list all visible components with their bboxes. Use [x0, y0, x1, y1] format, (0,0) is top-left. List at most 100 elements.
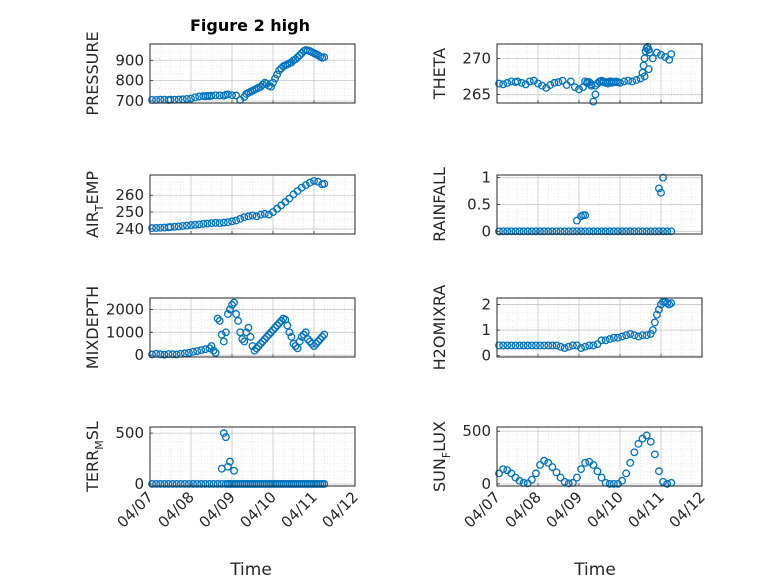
- data-point: [507, 469, 516, 478]
- data-point: [246, 332, 255, 341]
- y-tick-label: 1: [481, 321, 491, 339]
- y-label-subscript: T: [93, 204, 106, 212]
- y-tick-label: 0: [481, 222, 491, 240]
- data-point: [228, 300, 236, 309]
- data-point: [589, 97, 598, 106]
- y-label-rest: EMP: [83, 171, 102, 205]
- data-point: [240, 213, 249, 222]
- y-tick-label: 0: [481, 475, 491, 493]
- data-point: [260, 335, 269, 344]
- data-point: [597, 473, 606, 482]
- data-point: [256, 82, 265, 91]
- data-point: [264, 330, 273, 339]
- data-point: [219, 218, 228, 227]
- y-tick-label: 0.5: [467, 196, 491, 214]
- data-point: [297, 183, 306, 192]
- data-point: [573, 473, 581, 482]
- data-point: [187, 94, 195, 103]
- data-point: [495, 79, 503, 88]
- data-point: [219, 337, 228, 346]
- data-point: [581, 227, 590, 236]
- data-point: [225, 457, 234, 466]
- data-point: [230, 298, 238, 307]
- data-point: [269, 326, 277, 334]
- data-point: [164, 480, 173, 488]
- data-point: [242, 328, 251, 337]
- data-point: [310, 342, 318, 350]
- data-point: [536, 227, 544, 236]
- data-point: [215, 316, 224, 325]
- data-point: [225, 305, 234, 314]
- x-axis-label-right: Time: [573, 560, 616, 580]
- data-point: [299, 330, 308, 339]
- y-tick-label: 2000: [106, 300, 144, 318]
- data-point: [211, 91, 220, 100]
- data-point: [152, 480, 161, 488]
- data-point: [577, 227, 585, 236]
- data-point: [597, 336, 606, 345]
- data-point: [519, 227, 528, 236]
- data-point: [156, 223, 165, 232]
- data-point: [538, 81, 547, 90]
- data-point: [650, 227, 659, 236]
- data-point: [207, 219, 216, 228]
- data-point: [552, 341, 561, 350]
- data-points: [148, 176, 329, 233]
- data-point: [644, 65, 653, 74]
- data-point: [556, 342, 565, 351]
- data-point: [564, 342, 573, 351]
- data-point: [211, 348, 220, 357]
- axes-box: [149, 174, 356, 235]
- data-point: [540, 456, 549, 465]
- data-point: [499, 341, 508, 350]
- data-point: [609, 479, 618, 488]
- data-point: [577, 465, 585, 474]
- y-label-subscript: M: [93, 440, 106, 450]
- data-point: [532, 341, 540, 350]
- data-point: [630, 331, 639, 340]
- data-point: [205, 344, 214, 353]
- data-point: [172, 350, 181, 359]
- data-point: [285, 194, 294, 203]
- data-point: [650, 318, 659, 327]
- data-point: [318, 332, 327, 341]
- data-point: [657, 188, 665, 197]
- data-point: [532, 227, 540, 236]
- y-tick-label: 240: [115, 220, 144, 238]
- data-point: [310, 176, 318, 185]
- data-point: [630, 227, 639, 236]
- data-point: [314, 337, 323, 346]
- data-point: [275, 66, 284, 75]
- data-point: [663, 479, 672, 488]
- data-point: [593, 467, 602, 476]
- y-tick-label: 800: [115, 72, 144, 90]
- data-point: [667, 50, 676, 59]
- data-point: [639, 61, 648, 70]
- data-point: [517, 78, 526, 87]
- y-label-main: TERR: [83, 450, 102, 493]
- data-point: [573, 227, 581, 236]
- data-point: [618, 332, 626, 341]
- axes-box: [149, 43, 356, 104]
- data-point: [540, 341, 549, 350]
- data-point: [614, 227, 622, 236]
- y-tick-label: 0: [481, 347, 491, 365]
- y-tick-label: 265: [462, 85, 491, 103]
- data-point: [511, 341, 520, 350]
- data-point: [628, 77, 637, 86]
- data-point: [609, 333, 618, 342]
- data-point: [568, 227, 577, 236]
- data-point: [316, 335, 325, 344]
- data-point: [269, 78, 277, 87]
- subplot-8: 0 500 SUNFLUX 04/0704/0804/0904/1004/1104/1…: [430, 421, 709, 531]
- data-point: [217, 330, 226, 339]
- data-point: [532, 469, 540, 478]
- data-point: [182, 94, 191, 103]
- axes-box: [496, 43, 703, 104]
- data-point: [566, 77, 575, 86]
- data-point: [552, 227, 561, 236]
- data-point: [652, 310, 661, 319]
- data-point: [642, 227, 651, 236]
- data-point: [168, 480, 177, 488]
